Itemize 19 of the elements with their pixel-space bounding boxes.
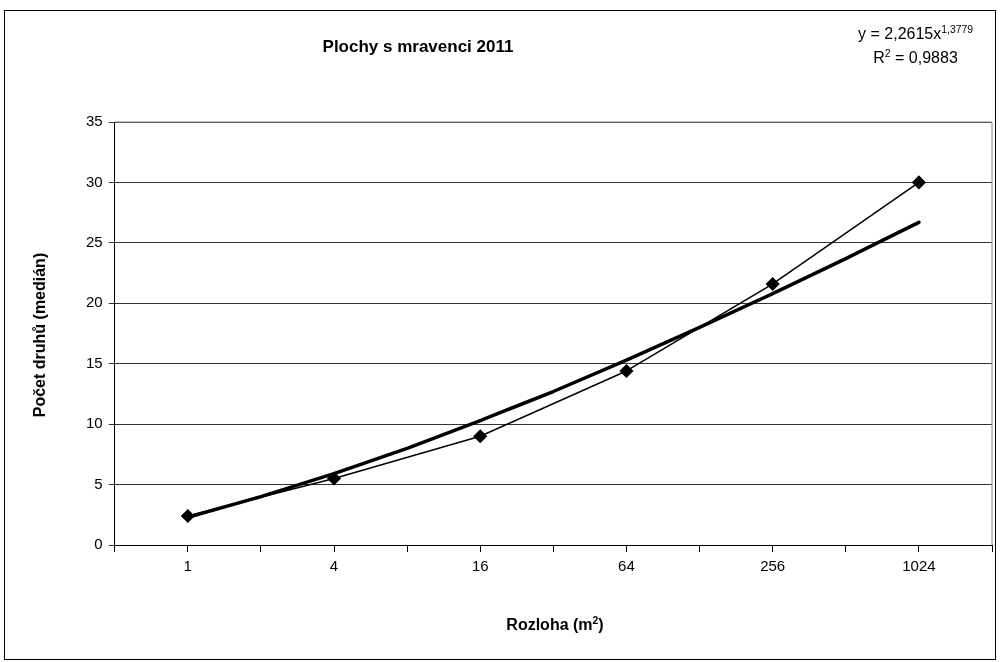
x-tick-label: 1024 — [902, 557, 936, 575]
y-tick-label: 25 — [86, 233, 103, 250]
x-tick-label: 16 — [471, 557, 489, 575]
y-tick-label: 0 — [94, 535, 103, 553]
y-tick-label: 5 — [94, 474, 103, 492]
x-tick-label: 64 — [618, 557, 635, 575]
y-tick-label: 15 — [86, 353, 103, 371]
y-tick-label: 35 — [86, 112, 103, 130]
x-axis-title: Rozloha (m$^{2}$) — [505, 614, 605, 634]
text: y = 2,2615x$^{1,3779}$ — [858, 23, 973, 42]
y-axis-title: Počet druhů (medián) — [31, 252, 49, 418]
chart-title: Plochy s mravenci 2011 — [321, 37, 515, 57]
y-tick-label: 30 — [86, 172, 103, 190]
x-tick-label: 256 — [760, 557, 786, 575]
y-tick-label: 20 — [86, 293, 103, 311]
x-tick-label: 1 — [183, 557, 192, 575]
y-tick-label: 10 — [86, 414, 103, 432]
x-tick-label: 4 — [329, 557, 339, 575]
text: R$^{2}$ = 0,9883 — [873, 47, 958, 66]
